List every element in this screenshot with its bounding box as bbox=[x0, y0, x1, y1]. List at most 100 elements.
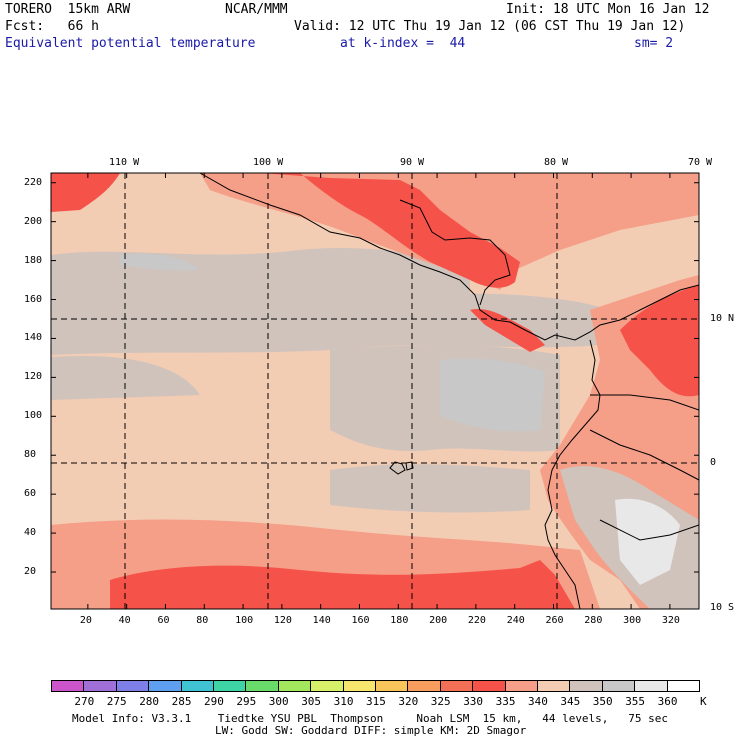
lon-label-110w: 110 W bbox=[109, 157, 140, 168]
y-tick-label: 180 bbox=[24, 254, 43, 266]
colorbar-tick-label: 325 bbox=[430, 695, 451, 708]
colorbar-tick-label: 355 bbox=[625, 695, 646, 708]
y-tick-label: 60 bbox=[24, 488, 37, 500]
model-info-line: Model Info: V3.3.1 Tiedtke YSU PBL Thomp… bbox=[72, 712, 669, 725]
y-tick-label: 160 bbox=[24, 293, 43, 305]
x-tick-label: 40 bbox=[118, 615, 131, 626]
x-tick-label: 80 bbox=[196, 615, 209, 626]
physics-info-line: LW: Godd SW: Goddard DIFF: simple KM: 2D… bbox=[215, 724, 527, 737]
colorbar-swatch bbox=[180, 680, 214, 692]
x-tick-label: 20 bbox=[79, 615, 92, 626]
colorbar-tick-label: 290 bbox=[204, 695, 224, 708]
x-tick-label: 240 bbox=[506, 615, 525, 626]
colorbar-swatch bbox=[439, 680, 474, 692]
axis-tick-marks bbox=[51, 173, 699, 609]
lon-label-70w: 70 W bbox=[688, 157, 713, 168]
lat-label-equator: 0 bbox=[710, 457, 717, 468]
x-tick-label: 280 bbox=[584, 615, 603, 626]
colorbar-swatch bbox=[277, 680, 312, 692]
colorbar-tick-label: 345 bbox=[560, 695, 581, 708]
lat-label-10n: 10 N bbox=[710, 313, 735, 324]
y-tick-label: 120 bbox=[24, 371, 43, 383]
colorbar-tick-label: 335 bbox=[495, 695, 516, 708]
colorbar-swatch bbox=[601, 680, 636, 692]
coastline-south-america bbox=[544, 339, 601, 609]
x-tick-label: 120 bbox=[273, 615, 292, 626]
lon-label-100w: 100 W bbox=[253, 157, 284, 168]
valid-time: Valid: 12 UTC Thu 19 Jan 12 (06 CST Thu … bbox=[294, 19, 686, 34]
x-tick-label: 260 bbox=[545, 615, 564, 626]
colorbar-tick-label: 300 bbox=[268, 695, 289, 708]
colorbar-swatch bbox=[375, 680, 409, 692]
coastline-pacific-north bbox=[199, 173, 699, 341]
colorbar-tick-label: 275 bbox=[106, 695, 127, 708]
theta-e-warm-north bbox=[51, 173, 699, 290]
theta-e-hot-south bbox=[110, 560, 575, 609]
colorbar-swatch bbox=[310, 680, 344, 692]
colorbar-swatch bbox=[569, 680, 603, 692]
theta-e-andes-cold bbox=[615, 498, 680, 585]
colorbar-swatch bbox=[634, 680, 668, 692]
colorbar-tick-label: 310 bbox=[333, 695, 354, 708]
colorbar-tick-label: 320 bbox=[398, 695, 419, 708]
theta-e-hot-costa-rica bbox=[470, 309, 545, 352]
smoothing-info: sm= 2 bbox=[634, 36, 674, 51]
theta-e-patch-cool bbox=[440, 358, 545, 432]
x-tick-label: 220 bbox=[467, 615, 486, 626]
forecast-hour: Fcst: 66 h bbox=[5, 19, 99, 34]
colorbar-tick-label: 340 bbox=[528, 695, 548, 708]
theta-e-hot-colombia bbox=[620, 285, 699, 397]
colorbar-tick-label: 330 bbox=[463, 695, 484, 708]
colorbar-swatch bbox=[537, 680, 571, 692]
colorbar-tick-label: 360 bbox=[657, 695, 678, 708]
colorbar-swatch bbox=[51, 680, 85, 692]
border-colombia-ecuador bbox=[590, 394, 699, 411]
y-tick-label: 100 bbox=[24, 410, 43, 422]
colorbar-tick-label: 280 bbox=[139, 695, 160, 708]
colorbar-swatch bbox=[83, 680, 117, 692]
field-name: Equivalent potential temperature bbox=[5, 36, 256, 51]
colorbar-unit: K bbox=[700, 695, 707, 708]
border-peru-south bbox=[599, 519, 699, 541]
y-tick-label: 140 bbox=[24, 332, 43, 344]
init-time: Init: 18 UTC Mon 16 Jan 12 bbox=[506, 2, 710, 17]
colorbar-swatch bbox=[342, 680, 376, 692]
colorbar-tick-label: 305 bbox=[301, 695, 322, 708]
theta-e-patch-south bbox=[330, 464, 530, 513]
colorbar-swatch bbox=[245, 680, 279, 692]
colorbar-swatch bbox=[213, 680, 247, 692]
x-tick-label: 160 bbox=[351, 615, 370, 626]
y-tick-label: 80 bbox=[24, 449, 37, 461]
x-tick-label: 320 bbox=[661, 615, 680, 626]
plot-frame bbox=[50, 172, 700, 610]
organization-label: NCAR/MMM bbox=[225, 2, 288, 17]
colorbar-tick-label: 285 bbox=[171, 695, 192, 708]
theta-e-hot-nw bbox=[51, 173, 120, 212]
colorbar-tick-label: 315 bbox=[366, 695, 386, 708]
colorbar-tick-label: 350 bbox=[592, 695, 613, 708]
x-tick-label: 60 bbox=[157, 615, 170, 626]
colorbar-swatch bbox=[148, 680, 182, 692]
colorbar-tick-label: 270 bbox=[74, 695, 95, 708]
colorbar-swatch bbox=[115, 680, 150, 692]
lat-label-10s: 10 S bbox=[710, 602, 735, 613]
y-tick-label: 20 bbox=[24, 566, 37, 578]
theta-e-hot-central-america bbox=[260, 173, 520, 288]
border-ecuador-peru bbox=[589, 429, 699, 481]
colorbar-tick-label: 295 bbox=[236, 695, 257, 708]
x-tick-label: 140 bbox=[312, 615, 331, 626]
y-tick-label: 40 bbox=[24, 527, 37, 539]
colorbar-swatch bbox=[504, 680, 538, 692]
model-name: TORERO 15km ARW bbox=[5, 2, 131, 17]
colorbar-swatch bbox=[472, 680, 506, 692]
level-info: at k-index = 44 bbox=[340, 36, 466, 51]
colorbar-swatch bbox=[407, 680, 441, 692]
graticule bbox=[51, 173, 699, 609]
lon-label-90w: 90 W bbox=[400, 157, 425, 168]
border-central-america bbox=[399, 199, 511, 306]
y-tick-label: 200 bbox=[24, 215, 43, 227]
lon-label-80w: 80 W bbox=[544, 157, 569, 168]
theta-e-patch-nw bbox=[120, 253, 200, 271]
theta-e-band-itcz bbox=[51, 293, 610, 355]
